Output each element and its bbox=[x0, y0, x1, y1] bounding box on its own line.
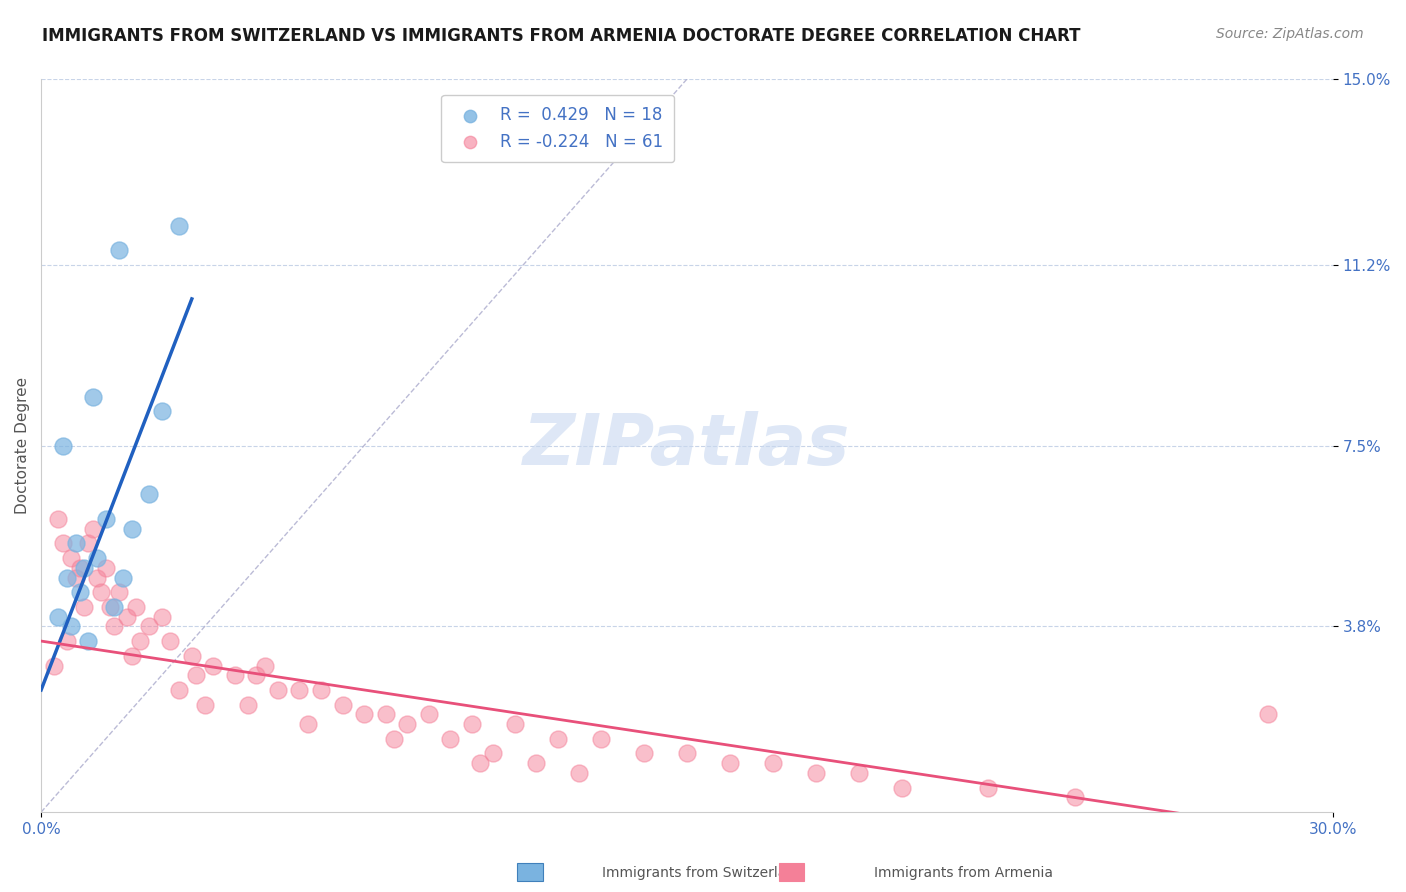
Point bbox=[202, 658, 225, 673]
Point bbox=[382, 731, 405, 746]
Point bbox=[332, 698, 354, 712]
Point bbox=[90, 585, 112, 599]
Point bbox=[418, 707, 440, 722]
Point bbox=[439, 731, 461, 746]
Point bbox=[46, 512, 69, 526]
Point bbox=[288, 682, 311, 697]
Point bbox=[69, 585, 91, 599]
Point bbox=[762, 756, 785, 771]
Point bbox=[98, 599, 121, 614]
Point bbox=[73, 560, 96, 574]
Point bbox=[253, 658, 276, 673]
Point bbox=[69, 560, 91, 574]
Text: Source: ZipAtlas.com: Source: ZipAtlas.com bbox=[1216, 27, 1364, 41]
Point bbox=[633, 747, 655, 761]
Point bbox=[42, 658, 65, 673]
Point bbox=[77, 536, 100, 550]
Point bbox=[374, 707, 396, 722]
Point bbox=[524, 756, 547, 771]
Point bbox=[589, 731, 612, 746]
Point bbox=[111, 570, 134, 584]
Point bbox=[891, 780, 914, 795]
Point bbox=[194, 698, 217, 712]
Point bbox=[107, 243, 129, 257]
Point bbox=[236, 698, 259, 712]
Point bbox=[82, 390, 104, 404]
Point bbox=[65, 536, 87, 550]
Text: IMMIGRANTS FROM SWITZERLAND VS IMMIGRANTS FROM ARMENIA DOCTORATE DEGREE CORRELAT: IMMIGRANTS FROM SWITZERLAND VS IMMIGRANT… bbox=[42, 27, 1081, 45]
Point bbox=[52, 536, 75, 550]
Point bbox=[60, 619, 83, 633]
Point bbox=[353, 707, 375, 722]
Point bbox=[138, 619, 160, 633]
Point bbox=[184, 668, 207, 682]
Point bbox=[86, 551, 108, 566]
Point bbox=[482, 747, 505, 761]
Point bbox=[94, 512, 117, 526]
Point bbox=[52, 439, 75, 453]
Point bbox=[125, 599, 148, 614]
Point bbox=[806, 766, 828, 780]
Point bbox=[138, 487, 160, 501]
Point bbox=[470, 756, 492, 771]
Point bbox=[224, 668, 246, 682]
Point bbox=[297, 717, 319, 731]
Y-axis label: Doctorate Degree: Doctorate Degree bbox=[15, 377, 30, 514]
Point bbox=[676, 747, 699, 761]
Point bbox=[46, 609, 69, 624]
Point bbox=[167, 682, 190, 697]
Text: Immigrants from Armenia: Immigrants from Armenia bbox=[873, 866, 1053, 880]
Point bbox=[1063, 790, 1085, 805]
Point bbox=[245, 668, 267, 682]
Point bbox=[60, 551, 83, 566]
Point bbox=[73, 599, 96, 614]
Point bbox=[65, 570, 87, 584]
Point bbox=[396, 717, 419, 731]
Point bbox=[848, 766, 870, 780]
Legend: R =  0.429   N = 18, R = -0.224   N = 61: R = 0.429 N = 18, R = -0.224 N = 61 bbox=[441, 95, 675, 162]
Point bbox=[167, 219, 190, 233]
Text: ZIPatlas: ZIPatlas bbox=[523, 411, 851, 480]
Point bbox=[180, 648, 202, 663]
Point bbox=[309, 682, 332, 697]
Point bbox=[107, 585, 129, 599]
Point bbox=[547, 731, 569, 746]
Point bbox=[77, 634, 100, 648]
Point bbox=[1257, 707, 1279, 722]
Point bbox=[977, 780, 1000, 795]
Point bbox=[56, 634, 79, 648]
Point bbox=[503, 717, 526, 731]
Point bbox=[103, 599, 125, 614]
Point bbox=[86, 570, 108, 584]
Point bbox=[129, 634, 152, 648]
Point bbox=[115, 609, 138, 624]
Point bbox=[121, 522, 143, 536]
Point bbox=[267, 682, 290, 697]
Point bbox=[460, 717, 482, 731]
Point bbox=[150, 404, 173, 418]
Point bbox=[568, 766, 591, 780]
Point bbox=[718, 756, 741, 771]
Point bbox=[82, 522, 104, 536]
Point bbox=[121, 648, 143, 663]
Text: Immigrants from Switzerland: Immigrants from Switzerland bbox=[602, 866, 804, 880]
Point bbox=[150, 609, 173, 624]
Point bbox=[56, 570, 79, 584]
Point bbox=[159, 634, 181, 648]
Point bbox=[94, 560, 117, 574]
Point bbox=[103, 619, 125, 633]
